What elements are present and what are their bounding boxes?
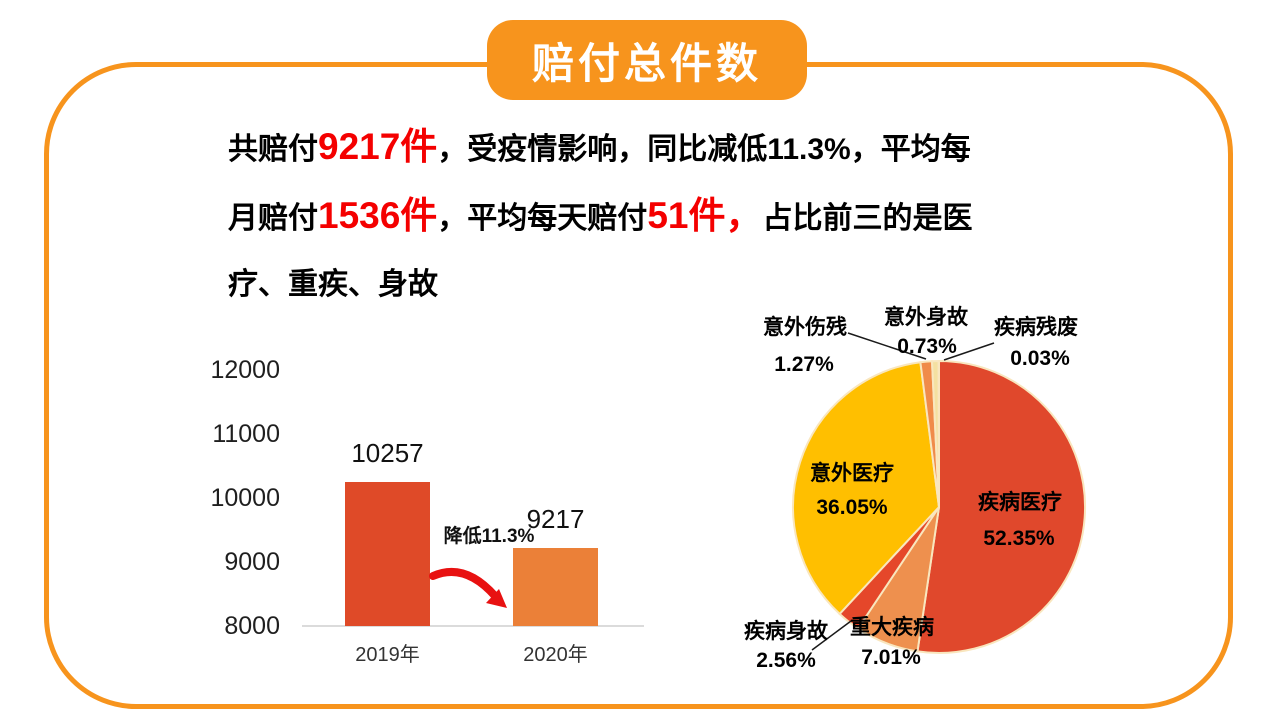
pie-label-疾病身故: 疾病身故	[744, 620, 828, 643]
summary-segment: ，受疫情影响，同比减低11.3%，平均每	[437, 133, 971, 166]
pie-leader-line	[847, 332, 927, 360]
pie-value-意外医疗: 36.05%	[816, 496, 888, 519]
pie-value-疾病身故: 2.56%	[756, 649, 816, 672]
pie-leader-line	[811, 620, 852, 651]
pie-label-意外医疗: 意外医疗	[810, 462, 894, 485]
decrease-arrow-icon	[429, 568, 507, 608]
summary-segment: 疗、重疾、身故	[228, 268, 438, 301]
y-axis-tick-label: 8000	[224, 612, 280, 640]
pie-value-疾病医疗: 52.35%	[983, 527, 1055, 550]
pie-label-意外伤残: 意外伤残	[763, 316, 847, 339]
pie-label-意外身故: 意外身故	[884, 306, 968, 329]
pie-leader-line	[943, 342, 995, 361]
summary-segment: ，平均每天赔付	[437, 202, 648, 235]
x-axis-line	[302, 625, 644, 627]
summary-segment: 月赔付	[228, 202, 318, 235]
summary-line: 疗、重疾、身故	[228, 252, 1048, 318]
y-axis-tick-label: 10000	[210, 484, 280, 512]
bar-2019年	[345, 481, 430, 626]
decrease-annotation: 降低11.3%	[443, 526, 535, 547]
bar-value-label: 9217	[526, 504, 585, 535]
summary-segment: 共赔付	[228, 133, 318, 166]
summary-highlight: 1536件	[318, 195, 438, 236]
pie-label-疾病医疗: 疾病医疗	[978, 491, 1062, 514]
pie-slice-疾病医疗	[916, 359, 1087, 654]
bar-value-label: 10257	[351, 437, 424, 468]
summary-line: 月赔付1536件，平均每天赔付51件，占比前三的是医	[228, 183, 1048, 252]
summary-line: 共赔付9217件，受疫情影响，同比减低11.3%，平均每	[228, 114, 1048, 183]
pie-value-重大疾病: 7.01%	[861, 646, 921, 669]
pie-value-意外伤残: 1.27%	[774, 353, 834, 376]
summary-highlight: 9217件	[318, 126, 438, 167]
bar-2020年	[513, 548, 598, 626]
page-title: 赔付总件数	[531, 39, 762, 87]
summary-segment: 占比前三的是医	[762, 202, 973, 235]
pie-graphic	[792, 332, 1087, 654]
summary-highlight: 51件，	[647, 195, 763, 236]
x-axis-category-label: 2019年	[355, 644, 420, 666]
y-axis-tick-label: 11000	[212, 420, 280, 448]
y-axis-tick-label: 12000	[210, 356, 280, 384]
summary-text: 共赔付9217件，受疫情影响，同比减低11.3%，平均每 月赔付1536件，平均每…	[228, 114, 1048, 318]
pie-label-重大疾病: 重大疾病	[850, 616, 934, 639]
x-axis-category-label: 2020年	[523, 644, 588, 666]
y-axis-tick-label: 9000	[224, 548, 280, 576]
pie-value-意外身故: 0.73%	[897, 335, 957, 358]
title-badge: 赔付总件数	[487, 20, 807, 100]
pie-slice-意外医疗	[792, 361, 941, 616]
pie-value-疾病残废: 0.03%	[1010, 347, 1070, 370]
pie-label-疾病残废: 疾病残废	[994, 316, 1078, 339]
